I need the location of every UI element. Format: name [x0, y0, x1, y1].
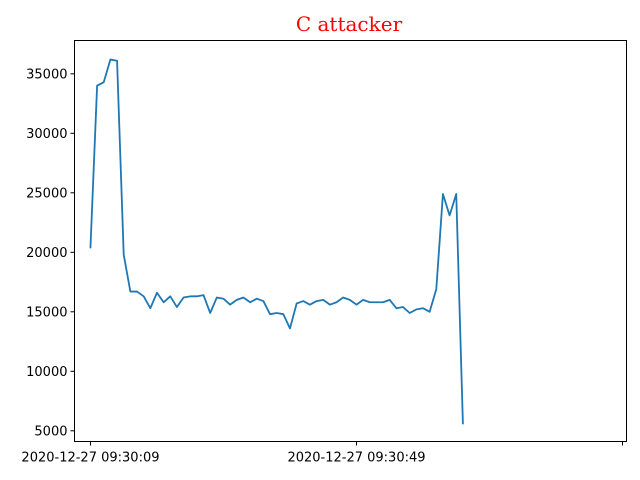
y-tick-label: 20000 — [26, 246, 67, 261]
y-tick-label: 25000 — [26, 186, 67, 201]
y-tick-label: 30000 — [26, 127, 67, 142]
y-tick-label: 15000 — [26, 305, 67, 320]
y-tick-label: 35000 — [26, 67, 67, 82]
series-line — [89, 58, 464, 425]
x-tick-label: 2020-12-27 09:30:09 — [21, 451, 159, 466]
x-axis: 2020-12-27 09:30:09 2020-12-27 09:30:49 — [21, 441, 624, 466]
x-tick-label: 2020-12-27 09:30:49 — [287, 451, 425, 466]
y-tick-label: 10000 — [26, 365, 67, 380]
axes-frame — [74, 40, 627, 442]
y-axis: 5000 10000 15000 20000 25000 30000 35000 — [26, 67, 75, 439]
y-tick-label: 5000 — [34, 424, 67, 439]
chart-title: C attacker — [296, 12, 403, 36]
plot-area: 5000 10000 15000 20000 25000 30000 35000 2020-… — [21, 40, 627, 466]
